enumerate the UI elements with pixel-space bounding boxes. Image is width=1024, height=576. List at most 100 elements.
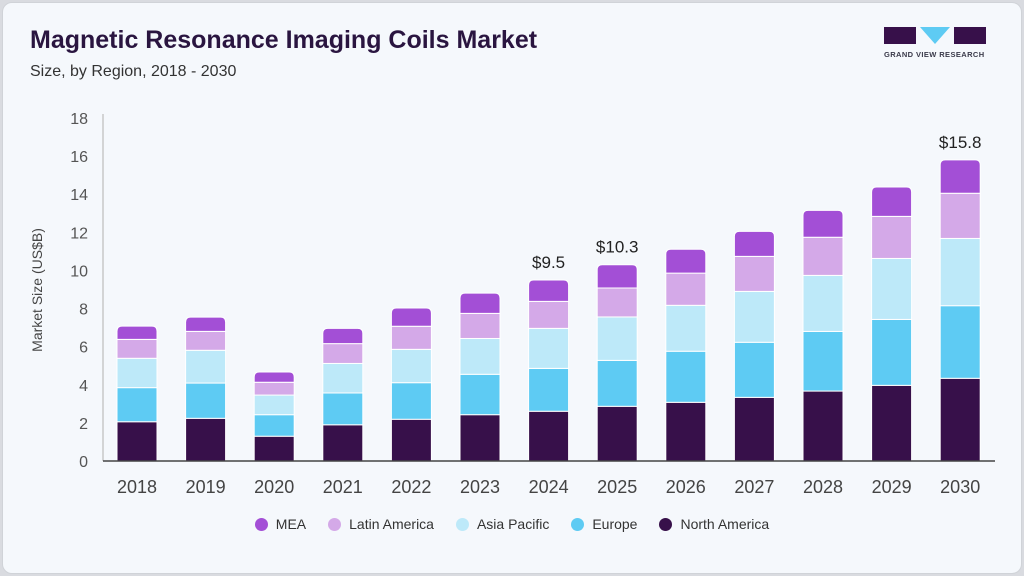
bar-segment-north-america — [253, 435, 295, 462]
legend-swatch — [571, 517, 585, 531]
bar-segment-mea — [939, 159, 981, 194]
bar-segment-mea — [390, 307, 432, 327]
bar-segment-latin-america — [390, 325, 432, 350]
bar-segment-europe — [528, 367, 570, 412]
legend-label: Asia Pacific — [476, 516, 550, 532]
chart-title: Magnetic Resonance Imaging Coils Market — [30, 26, 538, 54]
bar-segment-mea — [665, 248, 707, 274]
bar-segment-mea — [871, 186, 913, 217]
bar-segment-europe — [939, 305, 981, 379]
x-tick-label: 2019 — [186, 477, 226, 497]
bar-segment-north-america — [596, 405, 638, 462]
legend-label: MEA — [275, 516, 307, 532]
legend-swatch — [328, 517, 342, 531]
bar-segment-mea — [733, 230, 775, 257]
bar-segment-north-america — [939, 377, 981, 462]
bar-segment-latin-america — [528, 300, 570, 329]
bar-segment-latin-america — [665, 272, 707, 306]
bar-segment-asia-pacific — [253, 394, 295, 416]
bar-segment-latin-america — [253, 381, 295, 396]
bar-segment-asia-pacific — [390, 348, 432, 384]
bar-segment-latin-america — [116, 338, 158, 359]
legend-swatch — [659, 517, 673, 531]
bar-segment-mea — [185, 316, 227, 332]
legend-item-mea: MEA — [254, 516, 307, 532]
bar-segment-asia-pacific — [459, 337, 501, 375]
y-tick-label: 14 — [70, 187, 88, 204]
legend-item-asia-pacific: Asia Pacific — [455, 516, 550, 532]
bar-segment-europe — [459, 373, 501, 416]
bar-segment-latin-america — [596, 287, 638, 318]
bar-segment-latin-america — [733, 255, 775, 292]
legend-item-latin-america: Latin America — [328, 516, 434, 532]
bar-segment-latin-america — [939, 192, 981, 239]
x-tick-label: 2024 — [529, 477, 569, 497]
legend-label: Europe — [592, 516, 638, 532]
bar-segment-europe — [253, 414, 295, 437]
bar-segment-mea — [322, 327, 364, 345]
y-tick-label: 16 — [70, 149, 88, 166]
bar-segment-north-america — [459, 414, 501, 462]
chart-subtitle: Size, by Region, 2018 - 2030 — [30, 63, 237, 80]
y-tick-label: 4 — [79, 378, 88, 395]
bar-segment-europe — [116, 387, 158, 423]
bar-segment-mea — [116, 325, 158, 340]
bar-segment-north-america — [802, 390, 844, 462]
bar-segment-mea — [596, 264, 638, 289]
data-label-total: $9.5 — [532, 253, 565, 272]
bar-segment-north-america — [390, 418, 432, 462]
bar-segment-latin-america — [185, 330, 227, 351]
bar-segment-europe — [322, 392, 364, 426]
x-tick-label: 2028 — [803, 477, 843, 497]
legend-swatch — [455, 517, 469, 531]
bar-segment-asia-pacific — [116, 357, 158, 389]
y-tick-label: 6 — [79, 340, 88, 357]
legend-swatch — [254, 517, 268, 531]
bar-segment-asia-pacific — [596, 316, 638, 361]
bar-segment-mea — [253, 371, 295, 383]
bar-segment-north-america — [528, 410, 570, 462]
bar-segment-north-america — [665, 401, 707, 462]
x-tick-label: 2026 — [666, 477, 706, 497]
x-tick-label: 2027 — [734, 477, 774, 497]
x-tick-label: 2023 — [460, 477, 500, 497]
logo-text: GRAND VIEW RESEARCH — [884, 50, 985, 59]
legend-label: Latin America — [349, 516, 434, 532]
bar-segment-europe — [185, 382, 227, 419]
bar-segment-asia-pacific — [871, 257, 913, 320]
bar-segment-europe — [596, 359, 638, 407]
y-tick-label: 12 — [70, 225, 88, 242]
bar-segment-asia-pacific — [322, 362, 364, 394]
bar-segment-north-america — [322, 424, 364, 462]
bar-segment-asia-pacific — [939, 237, 981, 307]
bar-segment-latin-america — [459, 312, 501, 339]
y-tick-label: 2 — [79, 416, 88, 433]
bar-segment-north-america — [116, 421, 158, 462]
y-axis-label: Market Size (US$B) — [29, 228, 45, 352]
bar-segment-asia-pacific — [665, 304, 707, 352]
grand-view-research-logo — [884, 27, 986, 44]
bar-segment-mea — [528, 279, 570, 302]
x-tick-label: 2025 — [597, 477, 637, 497]
data-label-total: $15.8 — [939, 133, 982, 152]
bar-segment-north-america — [733, 396, 775, 462]
data-label-total: $10.3 — [596, 238, 639, 257]
bar-segment-europe — [871, 318, 913, 386]
bar-segment-latin-america — [871, 215, 913, 259]
y-tick-label: 18 — [70, 111, 88, 128]
bar-segment-europe — [390, 382, 432, 420]
legend-item-europe: Europe — [571, 516, 637, 532]
y-tick-label: 8 — [79, 302, 88, 319]
x-tick-label: 2029 — [872, 477, 912, 497]
bar-segment-europe — [802, 330, 844, 392]
bar-segment-asia-pacific — [528, 327, 570, 369]
x-tick-label: 2022 — [391, 477, 431, 497]
bar-segment-north-america — [185, 417, 227, 462]
bar-segment-latin-america — [802, 236, 844, 276]
bar-segment-mea — [459, 292, 501, 314]
bar-segment-asia-pacific — [185, 349, 227, 384]
legend: MEA Latin America Asia Pacific Europe North … — [0, 516, 1024, 532]
bar-segment-asia-pacific — [802, 274, 844, 332]
